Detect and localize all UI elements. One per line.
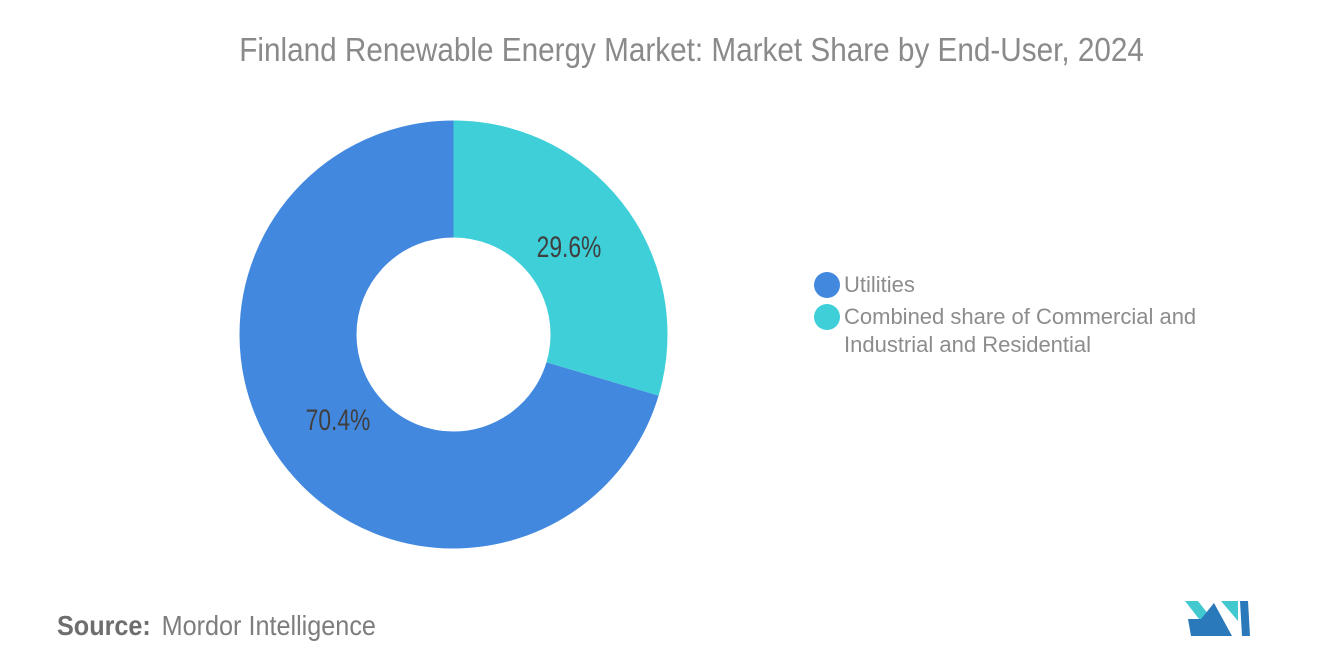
legend-swatch-combined-icon bbox=[814, 304, 840, 330]
donut-segment-combined bbox=[239, 120, 668, 549]
source-text: Mordor Intelligence bbox=[161, 610, 376, 641]
legend-label-utilities: Utilities bbox=[844, 272, 915, 297]
legend: Utilities Combined share of Commercial a… bbox=[814, 271, 1229, 359]
logo-shape-right-teal-triangle bbox=[1221, 601, 1238, 621]
logo-shape-right-blue-bar bbox=[1240, 601, 1250, 636]
legend-item-utilities[interactable]: Utilities bbox=[814, 271, 1229, 299]
logo-shape-m-blue-body bbox=[1188, 603, 1232, 636]
chart-title: Finland Renewable Energy Market: Market … bbox=[64, 30, 1320, 70]
legend-swatch-utilities-icon bbox=[814, 272, 840, 298]
chart-title-text: Finland Renewable Energy Market: Market … bbox=[239, 31, 1145, 68]
donut-chart bbox=[239, 120, 668, 549]
source-attribution: Source: Mordor Intelligence bbox=[57, 608, 376, 644]
slice-label-combined-text: 29.6% bbox=[536, 231, 602, 265]
slice-label-utilities: 70.4% bbox=[296, 404, 381, 438]
slice-label-combined: 29.6% bbox=[526, 231, 611, 265]
legend-label-combined: Combined share of Commercial and Industr… bbox=[844, 304, 1197, 357]
mordor-intelligence-logo-icon bbox=[1185, 601, 1250, 636]
slice-label-utilities-text: 70.4% bbox=[305, 403, 371, 437]
source-label: Source: bbox=[57, 610, 151, 641]
legend-item-combined[interactable]: Combined share of Commercial and Industr… bbox=[814, 303, 1229, 359]
